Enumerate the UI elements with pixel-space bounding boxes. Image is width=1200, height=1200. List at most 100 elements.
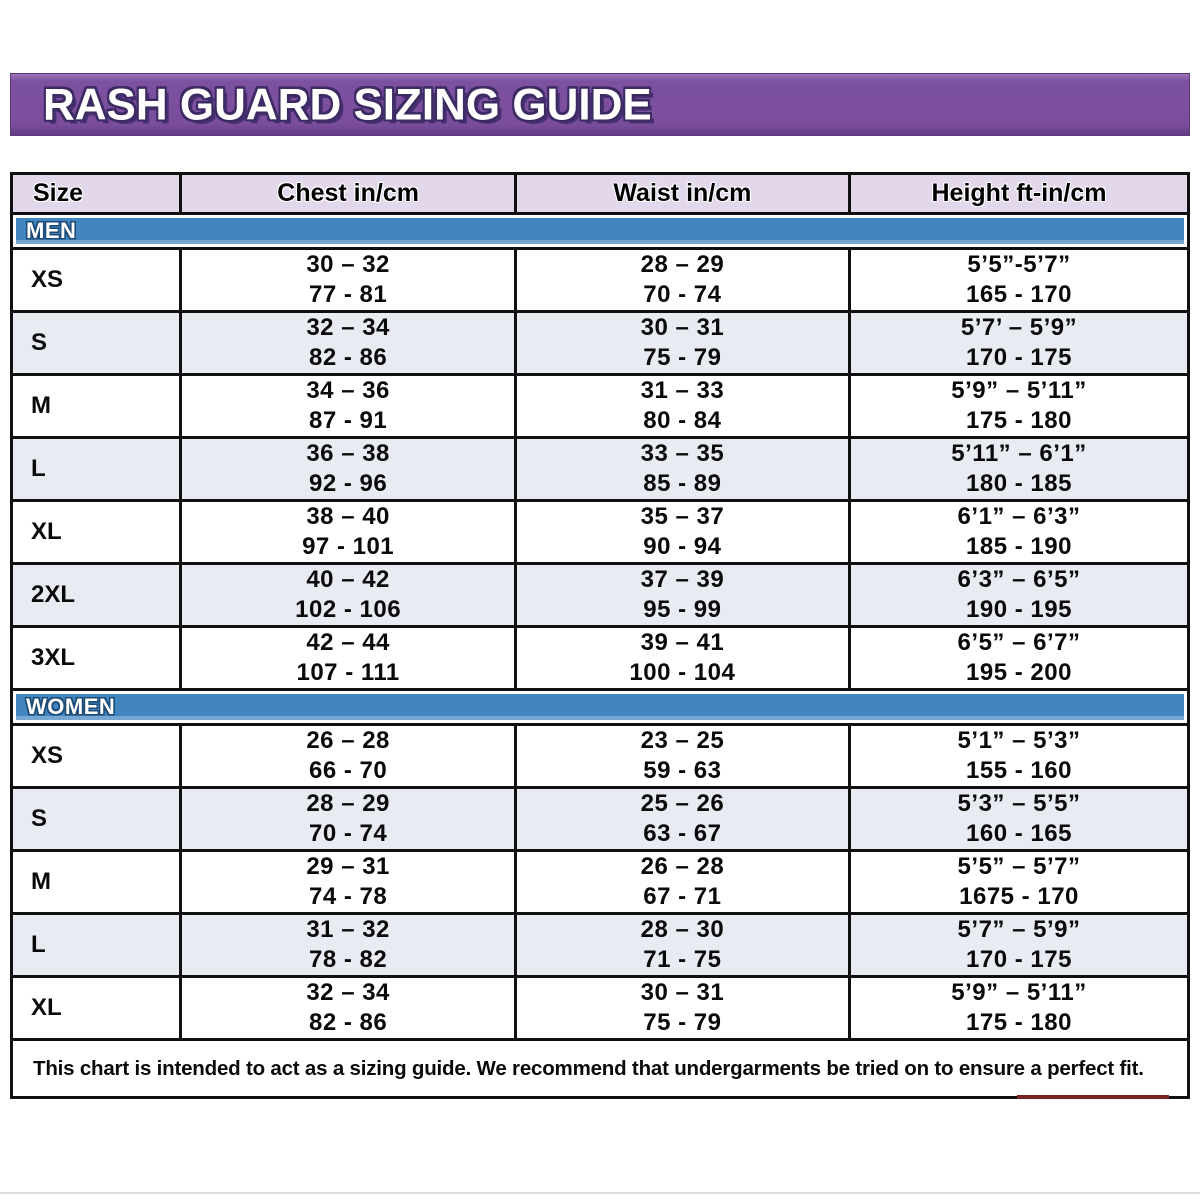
table-row: M 29 – 31 74 - 78 26 – 28 67 - 71 5’5” – 5… <box>9 849 1190 915</box>
height-ft-value: 5’11” – 6’1” <box>951 440 1087 467</box>
height-ft-value: 6’1” – 6’3” <box>957 503 1081 530</box>
chest-cm-value: 92 - 96 <box>309 470 388 497</box>
size-label: S <box>9 310 183 376</box>
chest-in-value: 30 – 32 <box>306 251 390 278</box>
height-cm-value: 160 - 165 <box>966 820 1072 847</box>
size-label: M <box>9 373 183 439</box>
chest-cm-value: 82 - 86 <box>309 344 388 371</box>
section-header-bar: MEN <box>16 218 1184 244</box>
size-label: XL <box>9 499 183 565</box>
height-ft-value: 6’5” – 6’7” <box>957 629 1081 656</box>
chest-cell: 40 – 42 102 - 106 <box>179 562 517 628</box>
waist-in-value: 28 – 30 <box>640 916 725 943</box>
height-cell: 5’7” – 5’9” 170 - 175 <box>848 912 1190 978</box>
chest-in-value: 29 – 31 <box>306 853 390 880</box>
section-label: MEN <box>26 218 77 243</box>
table-row: XS 26 – 28 66 - 70 23 – 25 59 - 63 5’1” – … <box>9 723 1190 789</box>
height-ft-value: 5’5” – 5’7” <box>957 853 1081 880</box>
column-header-waist: Waist in/cm <box>513 172 852 215</box>
waist-cm-value: 59 - 63 <box>643 757 722 784</box>
chest-cell: 31 – 32 78 - 82 <box>179 912 517 978</box>
table-header-row: Size Chest in/cm Waist in/cm Height ft-i… <box>9 172 1190 215</box>
waist-cell: 23 – 25 59 - 63 <box>513 723 852 789</box>
waist-cm-value: 90 - 94 <box>643 533 722 560</box>
sizing-table: Size Chest in/cm Waist in/cm Height ft-i… <box>9 172 1190 1041</box>
table-row: XS 30 – 32 77 - 81 28 – 29 70 - 74 5’5”-5’… <box>9 247 1190 313</box>
table-row: L 36 – 38 92 - 96 33 – 35 85 - 89 5’11” – … <box>9 436 1190 502</box>
waist-in-value: 26 – 28 <box>640 853 725 880</box>
section-header-cell: WOMEN <box>10 688 1190 726</box>
table-row: M 34 – 36 87 - 91 31 – 33 80 - 84 5’9” – 5… <box>9 373 1190 439</box>
height-cm-value: 190 - 195 <box>966 596 1072 623</box>
chest-cell: 28 – 29 70 - 74 <box>179 786 517 852</box>
sizing-table-container: Size Chest in/cm Waist in/cm Height ft-i… <box>9 172 1190 1099</box>
chest-cm-value: 102 - 106 <box>295 596 402 623</box>
waist-cm-value: 75 - 79 <box>643 344 722 371</box>
waist-cell: 31 – 33 80 - 84 <box>513 373 852 439</box>
waist-cell: 37 – 39 95 - 99 <box>513 562 852 628</box>
height-cm-value: 1675 - 170 <box>959 883 1079 910</box>
waist-cm-value: 95 - 99 <box>643 596 722 623</box>
waist-cm-value: 80 - 84 <box>643 407 722 434</box>
page-title: RASH GUARD SIZING GUIDE <box>43 79 652 129</box>
section-header-men: MEN <box>10 212 1190 250</box>
section-header-women: WOMEN <box>10 688 1190 726</box>
height-cm-value: 155 - 160 <box>966 757 1072 784</box>
height-ft-value: 5’5”-5’7” <box>967 251 1071 278</box>
height-cell: 6’3” – 6’5” 190 - 195 <box>848 562 1190 628</box>
waist-cell: 33 – 35 85 - 89 <box>513 436 852 502</box>
waist-cell: 30 – 31 75 - 79 <box>513 310 852 376</box>
waist-cm-value: 67 - 71 <box>643 883 722 910</box>
chest-in-value: 32 – 34 <box>306 979 390 1006</box>
section-header-bar: WOMEN <box>16 694 1184 720</box>
table-row: 2XL 40 – 42 102 - 106 37 – 39 95 - 99 6’3”… <box>9 562 1190 628</box>
height-cm-value: 170 - 175 <box>966 344 1072 371</box>
chest-cell: 30 – 32 77 - 81 <box>179 247 517 313</box>
size-label: M <box>9 849 183 915</box>
height-cm-value: 175 - 180 <box>966 1009 1072 1036</box>
chest-cm-value: 87 - 91 <box>309 407 388 434</box>
height-cell: 5’5” – 5’7” 1675 - 170 <box>848 849 1190 915</box>
waist-cm-value: 70 - 74 <box>643 281 722 308</box>
column-header-size: Size <box>9 172 183 215</box>
section-label: WOMEN <box>26 694 116 719</box>
chest-cell: 32 – 34 82 - 86 <box>179 310 517 376</box>
waist-in-value: 30 – 31 <box>640 979 725 1006</box>
table-row: XL 32 – 34 82 - 86 30 – 31 75 - 79 5’9” – … <box>9 975 1190 1041</box>
height-cm-value: 175 - 180 <box>966 407 1072 434</box>
height-ft-value: 5’7” – 5’9” <box>957 916 1081 943</box>
waist-in-value: 39 – 41 <box>640 629 725 656</box>
column-header-height: Height ft-in/cm <box>848 172 1190 215</box>
waist-cell: 26 – 28 67 - 71 <box>513 849 852 915</box>
footnote-box: This chart is intended to act as a sizin… <box>10 1038 1190 1099</box>
chest-cell: 38 – 40 97 - 101 <box>179 499 517 565</box>
waist-in-value: 28 – 29 <box>640 251 725 278</box>
height-cm-value: 165 - 170 <box>966 281 1072 308</box>
size-label: XL <box>9 975 183 1041</box>
waist-in-value: 37 – 39 <box>640 566 725 593</box>
height-cell: 5’9” – 5’11” 175 - 180 <box>848 975 1190 1041</box>
bottom-divider <box>0 1192 1200 1194</box>
chest-cell: 36 – 38 92 - 96 <box>179 436 517 502</box>
height-ft-value: 6’3” – 6’5” <box>957 566 1081 593</box>
height-cell: 5’11” – 6’1” 180 - 185 <box>848 436 1190 502</box>
column-header-chest: Chest in/cm <box>179 172 517 215</box>
table-row: 3XL 42 – 44 107 - 111 39 – 41 100 - 104 6’… <box>9 625 1190 691</box>
chest-cell: 26 – 28 66 - 70 <box>179 723 517 789</box>
table-row: XL 38 – 40 97 - 101 35 – 37 90 - 94 6’1” –… <box>9 499 1190 565</box>
section-header-cell: MEN <box>10 212 1190 250</box>
chest-cm-value: 66 - 70 <box>309 757 388 784</box>
chest-cell: 42 – 44 107 - 111 <box>179 625 517 691</box>
height-ft-value: 5’7’ – 5’9” <box>960 314 1078 341</box>
height-cell: 5’9” – 5’11” 175 - 180 <box>848 373 1190 439</box>
waist-cell: 35 – 37 90 - 94 <box>513 499 852 565</box>
height-cm-value: 195 - 200 <box>966 659 1072 686</box>
waist-cell: 25 – 26 63 - 67 <box>513 786 852 852</box>
height-cell: 6’1” – 6’3” 185 - 190 <box>848 499 1190 565</box>
height-cm-value: 170 - 175 <box>966 946 1072 973</box>
size-label: XS <box>9 723 183 789</box>
chest-in-value: 31 – 32 <box>306 916 390 943</box>
chest-in-value: 32 – 34 <box>306 314 390 341</box>
waist-in-value: 30 – 31 <box>640 314 725 341</box>
